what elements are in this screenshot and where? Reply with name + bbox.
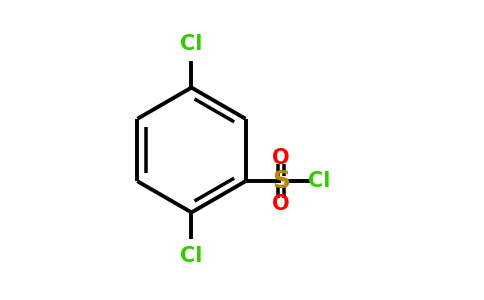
Text: S: S [272, 169, 290, 193]
Text: Cl: Cl [180, 246, 203, 266]
Text: O: O [272, 148, 290, 168]
Text: Cl: Cl [180, 34, 203, 54]
Text: O: O [272, 194, 290, 214]
Text: Cl: Cl [308, 171, 331, 191]
